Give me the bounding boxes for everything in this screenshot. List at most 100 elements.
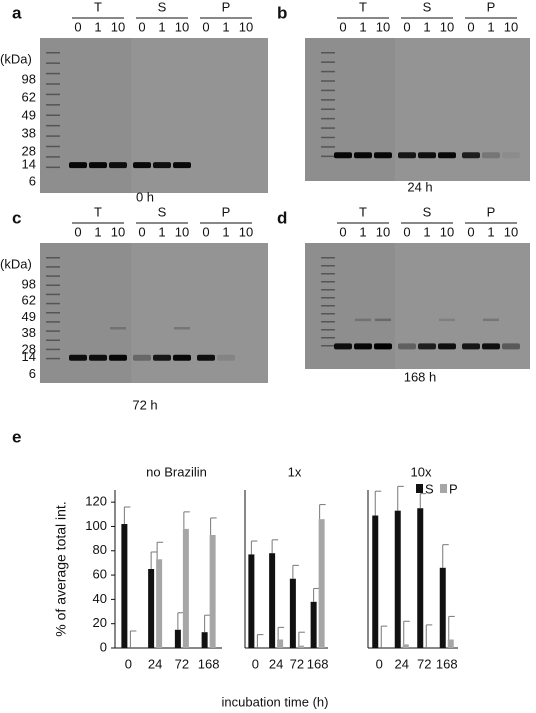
y-tick-label: 120	[85, 494, 107, 509]
kda-label: 38	[22, 325, 36, 340]
protein-band	[418, 343, 436, 350]
bar	[439, 567, 446, 648]
ladder-band	[46, 293, 60, 296]
x-tick-label: 24	[395, 656, 409, 671]
lane-label: 1	[222, 19, 229, 34]
time-label: 24 h	[407, 179, 432, 194]
lane-label: 1	[487, 19, 494, 34]
legend-swatch	[416, 484, 423, 493]
lane-label: 1	[423, 224, 430, 239]
protein-band	[462, 343, 480, 350]
protein-band	[174, 327, 190, 330]
bar	[201, 632, 208, 648]
ladder-band	[321, 155, 335, 158]
bar	[156, 559, 163, 648]
ladder-band	[46, 135, 60, 137]
lane-label: 1	[158, 224, 165, 239]
ladder-band	[321, 70, 335, 73]
protein-band	[438, 152, 456, 159]
protein-band	[502, 152, 520, 159]
protein-band	[355, 318, 371, 322]
protein-band	[334, 343, 352, 350]
protein-band	[354, 343, 372, 350]
ladder-band	[46, 156, 60, 158]
ladder-band	[321, 146, 335, 148]
x-tick-label: 168	[198, 656, 220, 671]
lane-label: 0	[339, 224, 346, 239]
protein-band	[153, 162, 171, 169]
ladder-band	[46, 312, 60, 314]
ladder-band	[46, 348, 60, 351]
time-label: 0 h	[136, 189, 154, 204]
lane-group: T	[359, 204, 367, 219]
lane-label: 10	[111, 224, 125, 239]
kda-label: 62	[22, 89, 36, 104]
protein-band	[89, 354, 107, 361]
gel-shade	[395, 38, 530, 181]
lane-label: 10	[504, 224, 518, 239]
ladder-band	[46, 104, 60, 106]
ladder-band	[321, 257, 335, 259]
lane-group: S	[158, 204, 167, 219]
lane-label: 1	[158, 19, 165, 34]
chart-title: 10x	[411, 464, 432, 479]
lane-label: 1	[487, 224, 494, 239]
lane-label: 0	[74, 224, 81, 239]
ladder-band	[321, 61, 335, 63]
lane-label: 1	[94, 19, 101, 34]
protein-band	[483, 318, 499, 322]
x-tick-label: 168	[436, 656, 458, 671]
x-tick-label: 72	[175, 656, 189, 671]
lane-label: 10	[239, 19, 253, 34]
protein-band	[173, 354, 191, 361]
protein-band	[153, 354, 171, 361]
y-tick-label: 0	[100, 639, 107, 654]
y-tick-label: 40	[93, 591, 107, 606]
lane-label: 1	[359, 19, 366, 34]
lane-group: S	[423, 0, 432, 14]
ladder-band	[46, 330, 60, 332]
lane-label: 10	[376, 19, 390, 34]
protein-band	[217, 354, 235, 361]
protein-band	[109, 162, 127, 169]
bar	[372, 515, 379, 648]
lane-label: 1	[423, 19, 430, 34]
bar	[417, 508, 424, 648]
bar	[394, 510, 401, 648]
lane-label: 0	[403, 19, 410, 34]
panel-label: b	[277, 3, 287, 22]
time-label: 168 h	[404, 369, 437, 384]
lane-group: T	[94, 204, 102, 219]
ladder-band	[46, 321, 60, 323]
ladder-band	[46, 114, 60, 116]
protein-band	[418, 152, 436, 159]
kda-unit: (kDa)	[0, 256, 32, 271]
bar	[447, 639, 454, 648]
ladder-band	[321, 305, 335, 307]
lane-label: 0	[138, 224, 145, 239]
bar	[209, 534, 216, 648]
protein-band	[398, 152, 416, 159]
protein-band	[354, 152, 372, 159]
protein-band	[438, 343, 456, 350]
x-tick-label: 0	[252, 656, 259, 671]
lane-group: T	[359, 0, 367, 14]
bar	[289, 578, 296, 648]
bar	[148, 569, 155, 648]
y-tick-label: 80	[93, 542, 107, 557]
lane-group: P	[487, 0, 496, 14]
ladder-band	[46, 302, 60, 305]
y-tick-label: 100	[85, 518, 107, 533]
ladder-band	[46, 357, 60, 360]
gel-shade	[131, 243, 268, 383]
kda-label: 6	[29, 174, 36, 189]
ladder-band	[46, 275, 60, 277]
lane-label: 0	[467, 19, 474, 34]
bar	[318, 519, 325, 648]
ladder-band	[321, 321, 335, 323]
bar	[297, 645, 304, 648]
ladder-band	[46, 83, 60, 85]
ladder-band	[321, 345, 335, 347]
legend-label: P	[449, 481, 458, 496]
